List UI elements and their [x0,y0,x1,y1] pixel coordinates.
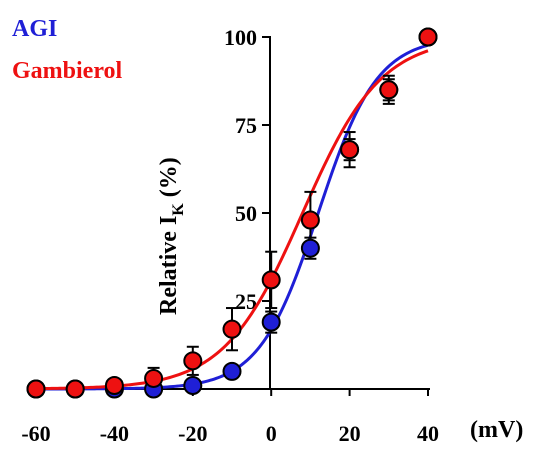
agi-point [222,361,242,381]
y-axis-label-main: Relative I [156,216,182,315]
y-tick-label: 25 [235,289,257,314]
agi-point [300,238,320,258]
x-tick-label: -20 [178,421,207,446]
gambierol-point [379,80,399,100]
gambierol-point [418,27,438,47]
gambierol-point [104,375,124,395]
y-axis-label-tail: (%) [156,157,182,203]
gambierol-point [222,319,242,339]
gambierol-point [261,270,281,290]
gambierol-point [65,379,85,399]
legend-gambierol: Gambierol [12,58,123,84]
y-tick-label: 75 [235,113,257,138]
agi-point [261,312,281,332]
gambierol-point [26,379,46,399]
x-tick-label: 0 [266,421,277,446]
agi-point [183,375,203,395]
x-tick-label: -60 [21,421,50,446]
gambierol-point [183,351,203,371]
gambierol-point [300,210,320,230]
gambierol-point [144,368,164,388]
x-unit-label: (mV) [470,417,523,443]
gambierol-point [340,140,360,160]
y-axis-ticks: 25 50 75 100 [224,25,270,314]
x-tick-label: -40 [100,421,129,446]
y-axis-label: Relative IK (%) [156,157,187,315]
x-axis-ticks: -60 -40 -20 0 20 40 [21,389,439,446]
data-points [26,27,438,399]
y-axis-label-sub: K [170,203,187,216]
x-tick-label: 40 [417,421,439,446]
y-tick-label: 100 [224,25,257,50]
y-tick-label: 50 [235,201,257,226]
legend-agi: AGI [12,16,57,42]
x-tick-label: 20 [339,421,361,446]
